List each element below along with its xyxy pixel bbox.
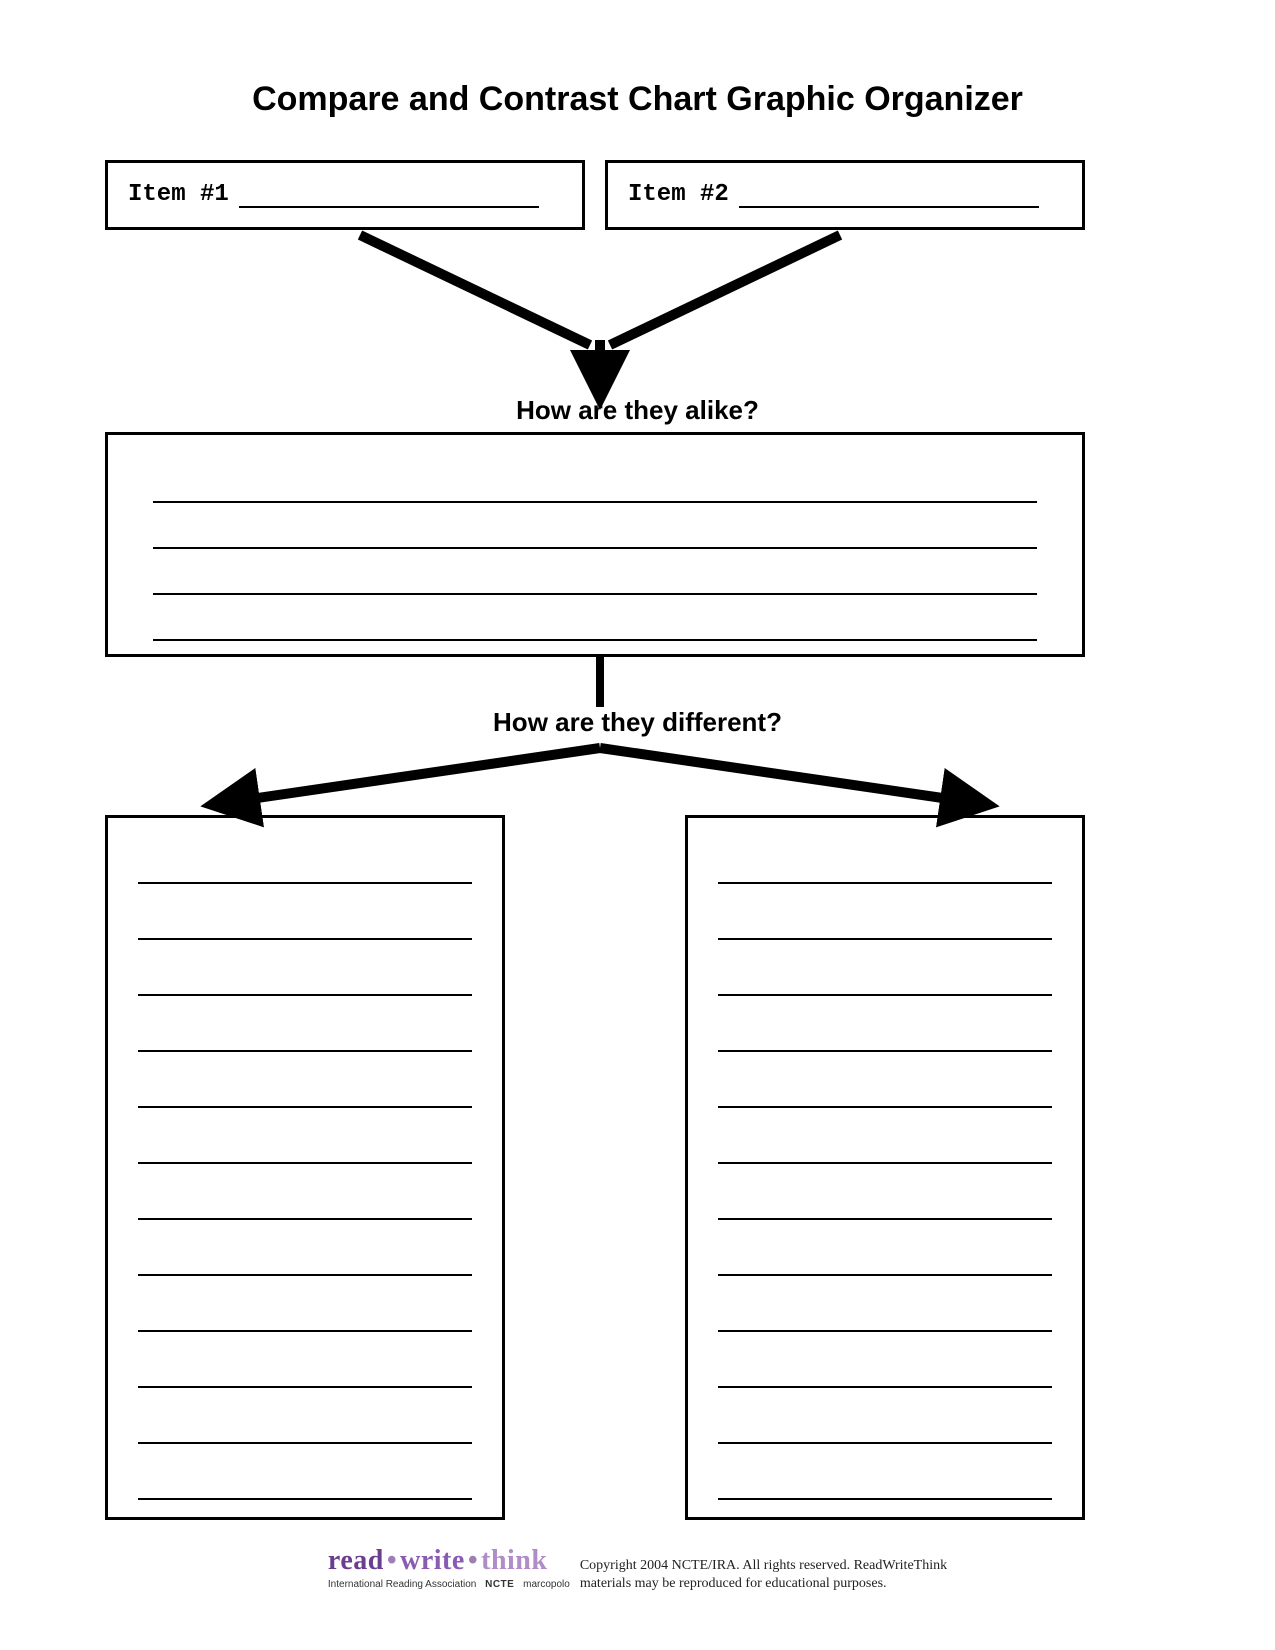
different-heading: How are they different? (0, 707, 1275, 738)
diff-blank-line[interactable] (138, 1220, 472, 1276)
diff-blank-line[interactable] (138, 1108, 472, 1164)
logo-subline-ncte: NCTE (485, 1579, 514, 1590)
diff-blank-line[interactable] (718, 1332, 1052, 1388)
alike-blank-line[interactable] (153, 549, 1037, 595)
diff-blank-line[interactable] (718, 940, 1052, 996)
different-box-right (685, 815, 1085, 1520)
alike-blank-line[interactable] (153, 457, 1037, 503)
diff-blank-line[interactable] (718, 1388, 1052, 1444)
item-1-label: Item #1 (128, 181, 229, 208)
copyright-line-1: Copyright 2004 NCTE/IRA. All rights rese… (580, 1557, 947, 1575)
worksheet-page: Compare and Contrast Chart Graphic Organ… (0, 0, 1275, 1650)
diff-blank-line[interactable] (138, 940, 472, 996)
page-title: Compare and Contrast Chart Graphic Organ… (0, 80, 1275, 119)
diff-blank-line[interactable] (138, 1276, 472, 1332)
different-box-left (105, 815, 505, 1520)
item-1-box: Item #1 (105, 160, 585, 230)
item-2-blank-line[interactable] (739, 186, 1039, 208)
readwritethink-logo: read•write•think International Reading A… (328, 1545, 570, 1590)
diff-blank-line[interactable] (718, 1108, 1052, 1164)
alike-blank-line[interactable] (153, 503, 1037, 549)
diff-blank-line[interactable] (138, 1164, 472, 1220)
down-connector-icon (585, 657, 615, 712)
diff-blank-line[interactable] (138, 1332, 472, 1388)
item-2-box: Item #2 (605, 160, 1085, 230)
diff-blank-line[interactable] (718, 1052, 1052, 1108)
item-2-label: Item #2 (628, 181, 729, 208)
diff-blank-line[interactable] (718, 996, 1052, 1052)
diff-blank-line[interactable] (718, 828, 1052, 884)
diff-blank-line[interactable] (138, 1388, 472, 1444)
diff-blank-line[interactable] (718, 1164, 1052, 1220)
converge-arrow-icon (300, 230, 900, 400)
logo-subline-ira: International Reading Association (328, 1579, 476, 1590)
footer: read•write•think International Reading A… (0, 1545, 1275, 1592)
diff-blank-line[interactable] (138, 996, 472, 1052)
logo-think: think (481, 1545, 547, 1576)
logo-subline-marcopolo: marcopolo (523, 1579, 570, 1590)
copyright-text: Copyright 2004 NCTE/IRA. All rights rese… (580, 1545, 947, 1592)
logo-dot-icon: • (384, 1545, 400, 1576)
alike-blank-line[interactable] (153, 595, 1037, 641)
logo-read: read (328, 1545, 384, 1576)
diverge-arrow-icon (150, 740, 1050, 820)
alike-box (105, 432, 1085, 657)
item-1-blank-line[interactable] (239, 186, 539, 208)
alike-heading: How are they alike? (0, 395, 1275, 426)
diff-blank-line[interactable] (138, 1052, 472, 1108)
diff-blank-line[interactable] (138, 1444, 472, 1500)
diff-blank-line[interactable] (718, 1444, 1052, 1500)
logo-dot-icon: • (465, 1545, 481, 1576)
diff-blank-line[interactable] (718, 884, 1052, 940)
diff-blank-line[interactable] (718, 1220, 1052, 1276)
diff-blank-line[interactable] (718, 1276, 1052, 1332)
copyright-line-2: materials may be reproduced for educatio… (580, 1575, 947, 1593)
logo-write: write (400, 1545, 465, 1576)
diff-blank-line[interactable] (138, 828, 472, 884)
diff-blank-line[interactable] (138, 884, 472, 940)
